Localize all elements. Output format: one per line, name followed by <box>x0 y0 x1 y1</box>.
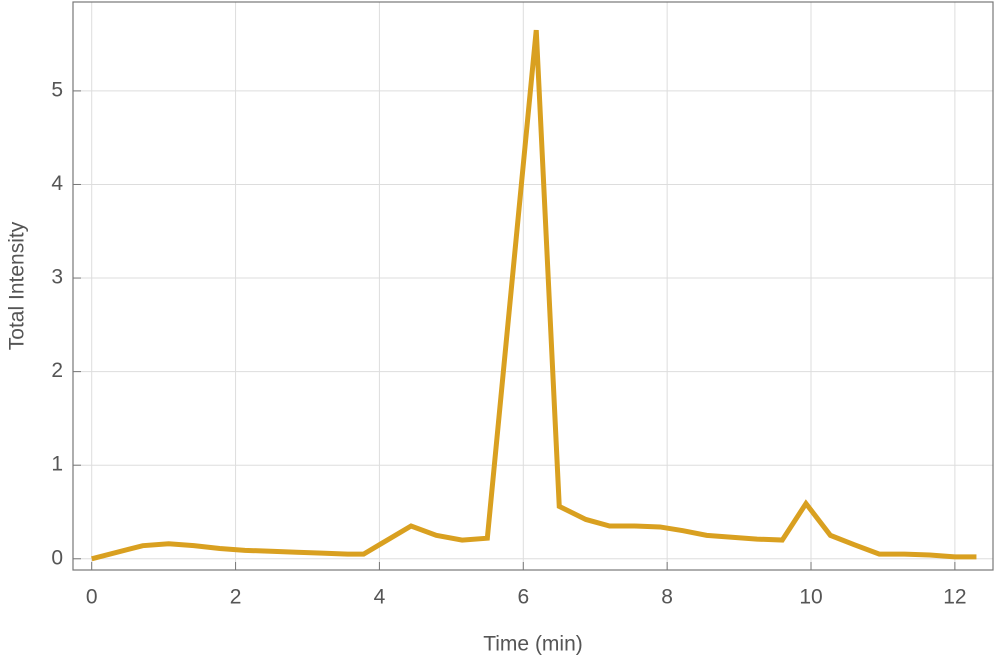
y-tick-label: 4 <box>51 172 63 195</box>
x-tick-label: 6 <box>517 586 529 609</box>
plot-frame <box>72 1 994 571</box>
y-tick-label: 1 <box>51 453 63 476</box>
x-tick-label: 4 <box>374 586 386 609</box>
y-tick-label: 5 <box>51 78 63 101</box>
data-line <box>91 29 977 562</box>
y-tick-label: 3 <box>51 266 63 289</box>
y-axis-title: Total Intensity <box>6 221 29 350</box>
x-tick-label: 10 <box>799 586 822 609</box>
x-axis-title: Time (min) <box>483 633 583 656</box>
x-tick-label: 12 <box>943 586 966 609</box>
x-tick-label: 8 <box>661 586 673 609</box>
x-tick-label: 2 <box>230 586 242 609</box>
x-tick-label: 0 <box>86 586 98 609</box>
y-tick-label: 0 <box>51 546 63 569</box>
y-tick-label: 2 <box>51 359 63 382</box>
